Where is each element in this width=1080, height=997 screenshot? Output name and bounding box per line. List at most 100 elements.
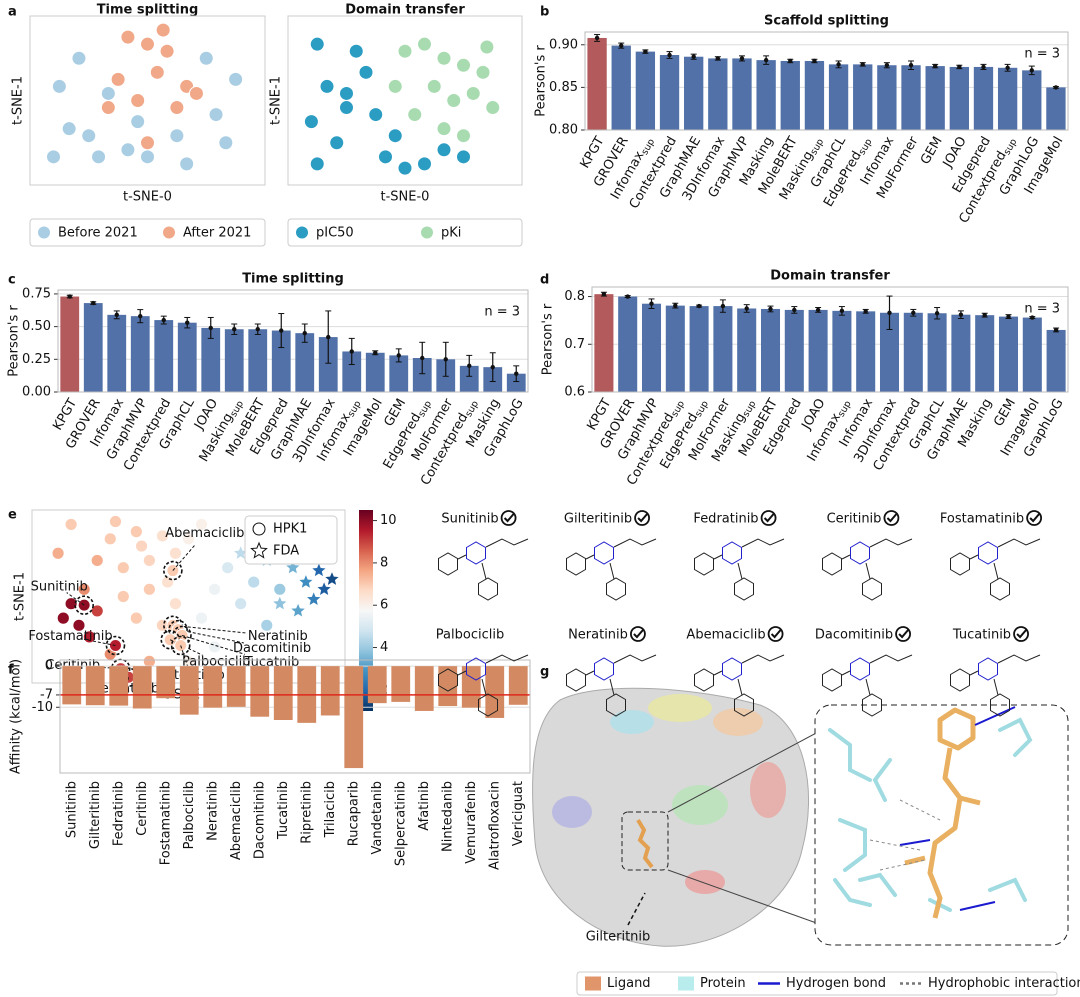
point [260,618,274,632]
molecule-ring [950,668,970,692]
highlight-ring [105,635,126,656]
surface-patch [610,710,654,734]
panel-letter: f [8,663,14,678]
point [61,121,77,137]
error-center [625,294,630,299]
legend-label: Before 2021 [58,226,138,241]
x-tick-label: Vandetanib [370,781,385,855]
x-tick-label: Tucatinib [276,781,291,840]
error-center [982,312,987,318]
molecule-bond [969,654,1041,696]
molecule-bond [457,538,529,580]
x-tick-label: Dacomitinib [252,781,267,859]
point [271,594,289,612]
surface-patch [685,870,725,894]
molecule-ring [990,577,1010,601]
protein-surface [532,687,810,947]
point [64,518,78,531]
panel-letter: e [8,508,17,523]
highlight-ring [172,625,192,646]
plot-frame [57,289,529,393]
molecule-ring [606,693,626,717]
point [135,539,148,553]
molecule-bond [841,538,913,580]
point [485,100,501,116]
bar [997,67,1018,130]
point [116,561,130,575]
molecule-ring [566,668,586,692]
error-center [67,294,72,299]
error-center [467,363,472,369]
molecule-bond [585,538,657,580]
point [387,78,403,94]
colorbar-tick-label: 4 [380,640,388,655]
molecule-ring [734,693,754,717]
error-center [715,56,721,61]
y-axis-label: t-SNE-1 [13,572,28,621]
molecule-ring [990,693,1010,717]
legend-marker [250,541,268,559]
error-center [934,311,940,316]
point [315,580,333,597]
plot-frame [591,286,1069,393]
approved-icon [1029,513,1040,523]
error-center [908,63,914,68]
error-center [1006,314,1011,319]
bar [732,58,752,131]
error-center [1005,65,1010,70]
bar [344,666,364,769]
point [188,85,204,101]
approved-icon [898,629,909,639]
legend-marker [163,226,175,239]
molecule-ring [862,693,882,717]
y-tick-label: 0.00 [22,385,51,400]
point-label: Abemaciclib [165,526,244,541]
annotation: n = 3 [1024,47,1060,62]
surface-patch [750,762,786,818]
approved-icon [630,626,646,642]
legend-marker [296,226,308,239]
point [208,107,224,123]
point [142,554,156,567]
approved-icon [895,626,911,642]
legend-label: After 2021 [183,226,251,241]
point [305,590,323,607]
error-center [792,307,797,313]
point [309,36,325,52]
approved-icon [637,513,648,523]
y-axis-label: Pearson's r [7,305,22,377]
approved-icon [633,629,644,639]
bar [665,305,685,392]
molecule-ring [478,693,498,717]
bar [318,337,338,392]
bar [248,329,268,392]
point [273,582,287,596]
error-center [643,49,648,54]
error-center [161,317,166,323]
y-tick-label: 0.80 [549,123,578,138]
bar [832,310,852,392]
x-tick-label: Vericiguat [511,781,526,846]
point [120,142,136,158]
molecule-name: Tucatinib [952,628,1011,643]
chart-title: Domain transfer [345,3,465,18]
ligand-label: Gilteritnib [586,930,651,945]
point [82,630,96,644]
error-center [326,334,331,340]
point [208,640,221,654]
hydrophobic-interactions [869,799,941,871]
point [426,78,442,94]
molecule-bond [713,654,785,696]
chart-title: Scaffold splitting [764,14,889,29]
plot-frame [29,15,266,186]
molecule-bond [457,654,529,696]
molecule-ring [694,552,714,576]
y-axis-label: Affinity (kcal/mol) [9,659,24,774]
point [397,43,413,59]
annotation: n = 3 [1024,302,1060,317]
point [46,149,61,165]
molecule-ring [594,657,614,681]
point [436,142,452,158]
error-center [619,43,624,48]
